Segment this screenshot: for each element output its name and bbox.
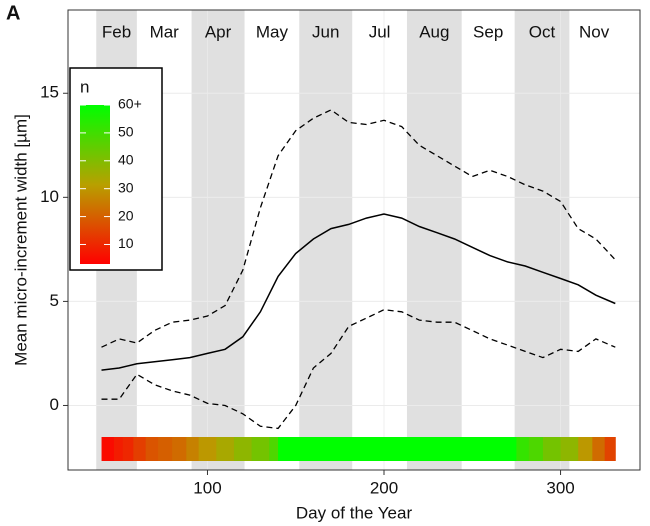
colorbar-tick-label: 40 xyxy=(118,151,134,167)
colorbar-tick-label: 60+ xyxy=(118,96,142,112)
x-tick-label: 300 xyxy=(546,478,574,497)
n-strip-cell xyxy=(101,437,115,461)
n-strip-cell xyxy=(133,437,147,461)
n-strip-cell xyxy=(278,437,517,461)
y-tick-label: 10 xyxy=(40,187,59,206)
month-band xyxy=(514,10,570,470)
n-strip-cell xyxy=(113,437,124,461)
panel-label: A xyxy=(6,2,20,24)
month-label: Mar xyxy=(150,22,180,41)
y-axis-title: Mean micro-increment width [µm] xyxy=(11,114,30,366)
month-label: Aug xyxy=(419,22,449,41)
n-strip-cell xyxy=(542,437,562,461)
month-label: Sep xyxy=(473,22,503,41)
n-strip-cell xyxy=(216,437,235,461)
x-tick-label: 200 xyxy=(370,478,398,497)
month-label: Jul xyxy=(369,22,391,41)
x-axis-title: Day of the Year xyxy=(296,503,413,522)
mean-line xyxy=(101,213,616,371)
y-tick-label: 0 xyxy=(50,395,59,414)
colorbar xyxy=(80,105,110,264)
n-strip-cell xyxy=(233,437,253,461)
n-strip-cell xyxy=(604,437,616,461)
colorbar-tick-label: 30 xyxy=(118,179,134,195)
n-strip-cell xyxy=(251,437,270,461)
legend-title: n xyxy=(80,77,89,96)
n-strip-cell xyxy=(592,437,606,461)
month-band xyxy=(406,10,462,470)
month-label: Nov xyxy=(579,22,610,41)
colorbar-tick-label: 10 xyxy=(118,235,134,251)
month-label: Apr xyxy=(205,22,232,41)
n-strip-cell xyxy=(578,437,593,461)
n-strip-cell xyxy=(186,437,200,461)
bound-line xyxy=(101,309,616,430)
bound-line xyxy=(101,109,616,348)
n-strip-cell xyxy=(172,437,187,461)
month-label: Oct xyxy=(529,22,556,41)
colorbar-tick-label: 20 xyxy=(118,207,134,223)
n-strip-cell xyxy=(516,437,530,461)
month-label: Jun xyxy=(312,22,339,41)
month-label: May xyxy=(256,22,289,41)
y-tick-label: 15 xyxy=(40,83,59,102)
n-strip-cell xyxy=(198,437,217,461)
n-strip-cell xyxy=(269,437,279,461)
colorbar-tick-label: 50 xyxy=(118,124,134,140)
y-tick-label: 5 xyxy=(50,291,59,310)
month-band xyxy=(191,10,245,470)
n-strip-cell xyxy=(560,437,579,461)
x-tick-label: 100 xyxy=(193,478,221,497)
month-band xyxy=(299,10,353,470)
n-strip-cell xyxy=(122,437,134,461)
n-strip-cell xyxy=(145,437,159,461)
plot-frame xyxy=(67,9,641,471)
n-strip-cell xyxy=(158,437,173,461)
month-label: Feb xyxy=(102,22,131,41)
n-strip-cell xyxy=(528,437,544,461)
